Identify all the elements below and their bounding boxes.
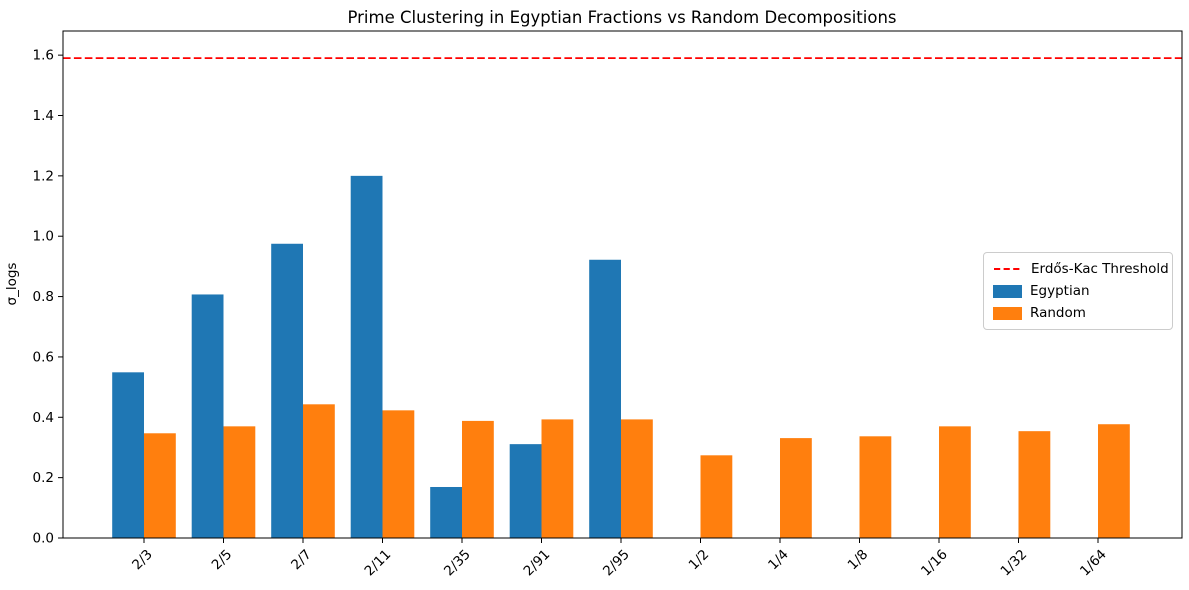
x-tick-label: 2/35 [441,547,474,580]
legend: Erdős-Kac Threshold Egyptian Random [983,252,1173,330]
bars-layer [63,57,1182,539]
bar-random-2-95 [621,419,653,538]
y-tick-label: 1.0 [33,229,54,245]
bar-random-2-3 [144,433,176,538]
random-color-swatch [993,306,1022,320]
bar-random-1-2 [700,455,733,538]
x-tick-label: 2/5 [209,547,236,574]
bar-egyptian-2-95 [589,259,621,538]
legend-label-random: Random [1030,305,1086,321]
bar-random-2-11 [382,410,415,538]
x-tick-label: 2/95 [600,547,633,580]
bar-egyptian-2-5 [191,294,224,538]
y-axis-label: σ_logs [4,263,20,306]
x-tick-label: 1/64 [1077,547,1110,580]
x-tick-label: 2/91 [521,547,554,580]
bar-egyptian-2-35 [430,486,462,538]
chart-title: Prime Clustering in Egyptian Fractions v… [347,8,896,27]
bar-random-2-35 [462,420,494,538]
legend-item-threshold: Erdős-Kac Threshold [993,260,1169,278]
x-tick-label: 1/2 [686,547,713,574]
y-tick-label: 0.6 [33,349,54,365]
y-tick-label: 1.6 [33,48,54,64]
y-tick-label: 1.2 [33,168,54,184]
y-tick-label: 0.2 [33,470,54,486]
legend-label-egyptian: Egyptian [1030,283,1090,299]
bar-random-1-4 [780,438,812,538]
bar-egyptian-2-3 [112,372,144,538]
legend-label-threshold: Erdős-Kac Threshold [1031,261,1169,277]
bar-egyptian-2-11 [350,175,383,538]
egyptian-color-swatch [993,284,1022,298]
y-tick-label: 1.4 [33,108,54,124]
y-tick-label: 0.4 [33,410,54,426]
bar-egyptian-2-91 [509,444,542,538]
x-tick-label: 1/16 [918,547,951,580]
bar-random-1-32 [1018,431,1051,538]
bar-random-2-7 [303,404,335,538]
dashed-line-swatch [994,268,1022,270]
bar-random-1-8 [859,436,892,538]
x-tick-label: 2/11 [362,547,395,580]
legend-item-random: Random [993,304,1164,322]
y-tick-label: 0.0 [33,531,54,547]
bar-random-2-5 [223,426,256,538]
bar-random-2-91 [541,419,574,538]
legend-item-egyptian: Egyptian [993,282,1164,300]
bar-random-1-64 [1098,424,1130,538]
axes-frame [62,30,1183,539]
bar-random-1-16 [939,426,971,538]
x-tick-label: 1/8 [845,547,872,574]
x-tick-label: 2/3 [129,547,156,574]
x-tick-label: 1/32 [998,547,1031,580]
bar-egyptian-2-7 [271,243,303,539]
x-tick-label: 1/4 [765,547,792,574]
x-tick-label: 2/7 [288,547,315,574]
y-tick-label: 0.8 [33,289,54,305]
